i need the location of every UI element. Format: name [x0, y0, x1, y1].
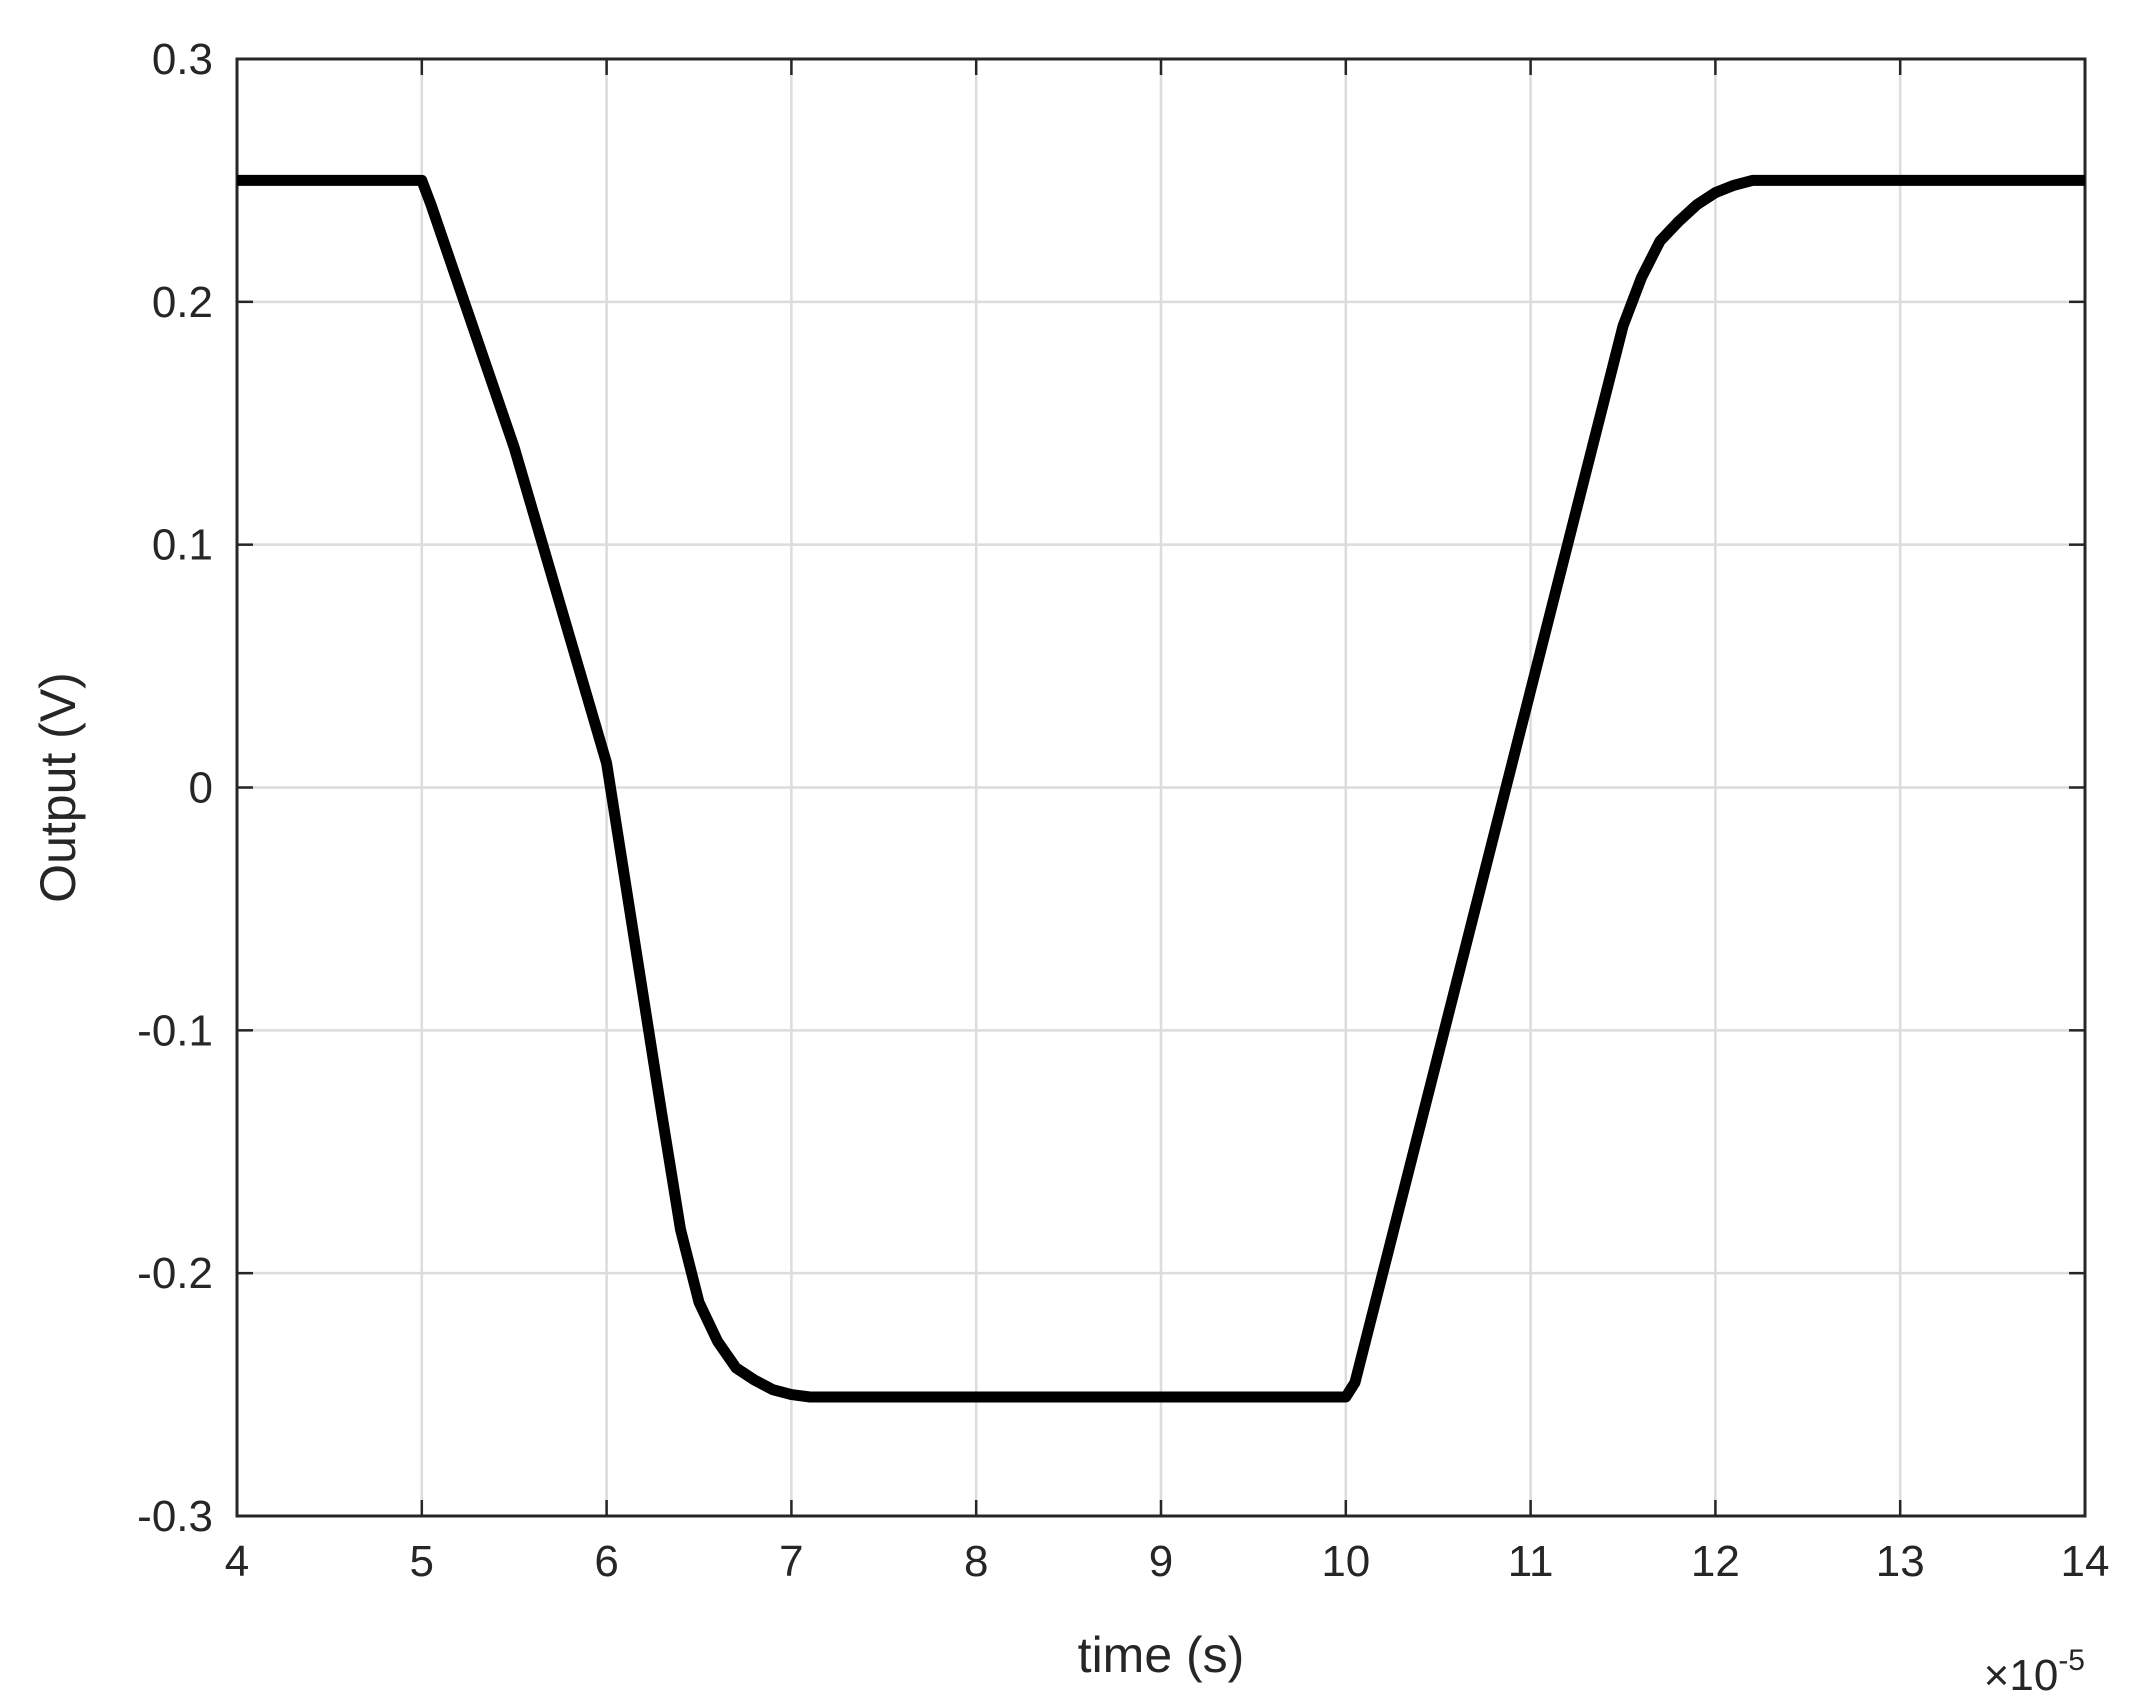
x-tick-label: 12 — [1691, 1537, 1740, 1586]
x-tick-label: 9 — [1149, 1537, 1173, 1586]
x-tick-label: 8 — [964, 1537, 988, 1586]
y-tick-label: -0.1 — [137, 1006, 213, 1055]
y-axis-label: Output (V) — [30, 672, 86, 903]
x-tick-label: 6 — [594, 1537, 618, 1586]
y-tick-labels: -0.3 -0.2 -0.1 0 0.1 0.2 0.3 — [137, 35, 213, 1541]
y-tick-label: -0.2 — [137, 1249, 213, 1298]
x-axis-exponent-power: -5 — [2058, 1644, 2085, 1677]
x-axis-label: time (s) — [1078, 1627, 1245, 1683]
x-tick-labels: 4 5 6 7 8 9 10 11 12 13 14 — [225, 1537, 2110, 1586]
x-tick-label: 7 — [779, 1537, 803, 1586]
y-tick-label: 0.1 — [152, 521, 213, 570]
x-tick-label: 13 — [1876, 1537, 1925, 1586]
x-axis-exponent-base: ×10 — [1984, 1651, 2059, 1700]
x-tick-label: 5 — [410, 1537, 434, 1586]
y-tick-label: 0.2 — [152, 278, 213, 327]
y-tick-label: 0.3 — [152, 35, 213, 84]
x-tick-label: 11 — [1508, 1537, 1554, 1586]
x-tick-label: 14 — [2061, 1537, 2110, 1586]
y-tick-label: -0.3 — [137, 1492, 213, 1541]
x-axis-exponent: ×10-5 — [1984, 1644, 2085, 1700]
output-series-line — [237, 174, 2085, 1403]
grid-lines — [235, 57, 2087, 1518]
x-tick-label: 10 — [1321, 1537, 1370, 1586]
y-tick-label: 0 — [189, 764, 213, 813]
plot-area-frame — [235, 57, 2087, 1518]
x-tick-label: 4 — [225, 1537, 249, 1586]
